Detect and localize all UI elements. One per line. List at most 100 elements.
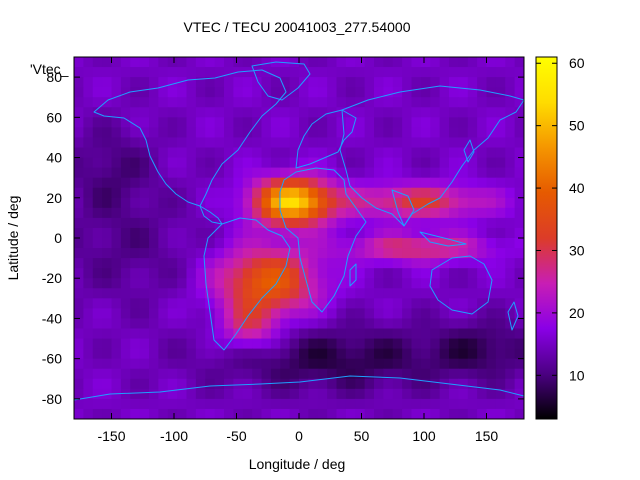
heatmap-cell [411, 408, 422, 419]
heatmap-cell [92, 227, 103, 239]
heatmap-cell [167, 298, 178, 309]
heatmap-cell [139, 308, 150, 320]
heatmap-cell [233, 238, 244, 249]
heatmap-cell [327, 248, 338, 259]
heatmap-cell [364, 388, 375, 400]
heatmap-cell [327, 348, 338, 360]
heatmap-cell [374, 157, 384, 169]
heatmap-cell [120, 87, 131, 98]
heatmap-cell [364, 298, 375, 309]
heatmap-cell [111, 268, 122, 279]
heatmap-cell [205, 147, 216, 159]
heatmap-cell [186, 167, 197, 179]
heatmap-cell [392, 147, 403, 159]
heatmap-cell [242, 57, 253, 68]
heatmap-cell [439, 67, 450, 78]
heatmap-cell [130, 167, 141, 179]
heatmap-cell [130, 358, 141, 370]
heatmap-cell [449, 67, 459, 78]
heatmap-cell [280, 207, 291, 219]
heatmap-cell [130, 117, 141, 128]
heatmap-cell [214, 288, 225, 299]
heatmap-cell [205, 368, 216, 380]
heatmap-cell [186, 278, 197, 289]
heatmap-cell [177, 338, 188, 350]
heatmap-cell [186, 137, 197, 149]
heatmap-cell [158, 167, 169, 179]
heatmap-cell [514, 238, 524, 249]
heatmap-cell [402, 248, 413, 259]
heatmap-cell [205, 388, 216, 400]
heatmap-cell [289, 318, 300, 330]
heatmap-cell [477, 378, 488, 390]
heatmap-cell [158, 97, 169, 108]
heatmap-cell [449, 107, 459, 118]
heatmap-cell [514, 288, 524, 299]
heatmap-cell [186, 207, 197, 219]
heatmap-cell [167, 107, 178, 118]
heatmap-cell [270, 87, 281, 98]
heatmap-cell [458, 117, 469, 128]
heatmap-cell [177, 348, 188, 360]
y-tick-label: 80 [46, 69, 62, 85]
heatmap-cell [158, 107, 169, 118]
heatmap-cell [139, 258, 150, 269]
heatmap-cell [270, 318, 281, 330]
heatmap-cell [120, 107, 131, 118]
heatmap-cell [317, 227, 328, 239]
heatmap-cell [289, 308, 300, 320]
heatmap-cell [139, 147, 150, 159]
heatmap-cell [308, 147, 319, 159]
heatmap-cell [92, 67, 103, 78]
heatmap-cell [486, 217, 497, 229]
heatmap-cell [224, 127, 234, 139]
heatmap-cell [83, 248, 94, 259]
heatmap-cell [83, 77, 94, 88]
heatmap-cell [177, 77, 188, 88]
heatmap-cell [261, 318, 272, 330]
heatmap-cell [74, 248, 84, 259]
heatmap-cell [355, 67, 366, 78]
heatmap-cell [139, 217, 150, 229]
heatmap-cell [374, 288, 384, 299]
heatmap-cell [383, 238, 394, 249]
heatmap-cell [486, 408, 497, 419]
heatmap-cell [430, 258, 441, 269]
heatmap-cell [149, 177, 159, 189]
heatmap-cell [355, 137, 366, 149]
heatmap-cell [92, 288, 103, 299]
heatmap-cell [195, 348, 206, 360]
heatmap-cell [158, 278, 169, 289]
heatmap-cell [130, 57, 141, 68]
heatmap-cell [420, 97, 431, 108]
heatmap-cell [411, 368, 422, 380]
heatmap-cell [430, 57, 441, 68]
heatmap-cell [252, 137, 263, 149]
heatmap-cell [486, 77, 497, 88]
heatmap-cell [430, 248, 441, 259]
heatmap-cell [495, 207, 506, 219]
heatmap-cell [411, 177, 422, 189]
heatmap-cell [74, 408, 84, 419]
x-tick-label: -150 [97, 428, 125, 444]
heatmap-cell [383, 348, 394, 360]
heatmap-cell [102, 57, 113, 68]
heatmap-cell [289, 57, 300, 68]
y-tick-label: 0 [54, 230, 62, 246]
heatmap-cell [449, 268, 459, 279]
heatmap-cell [308, 57, 319, 68]
heatmap-cell [364, 278, 375, 289]
heatmap-cell [224, 348, 234, 360]
heatmap-cell [83, 137, 94, 149]
heatmap-cell [224, 117, 234, 128]
heatmap-cell [486, 207, 497, 219]
heatmap-cell [327, 67, 338, 78]
heatmap-cell [92, 328, 103, 340]
heatmap-cell [505, 147, 516, 159]
heatmap-cell [92, 308, 103, 320]
heatmap-cell [280, 398, 291, 410]
heatmap-cell [120, 238, 131, 249]
heatmap-cell [74, 197, 84, 209]
heatmap-cell [411, 238, 422, 249]
heatmap-cell [430, 167, 441, 179]
